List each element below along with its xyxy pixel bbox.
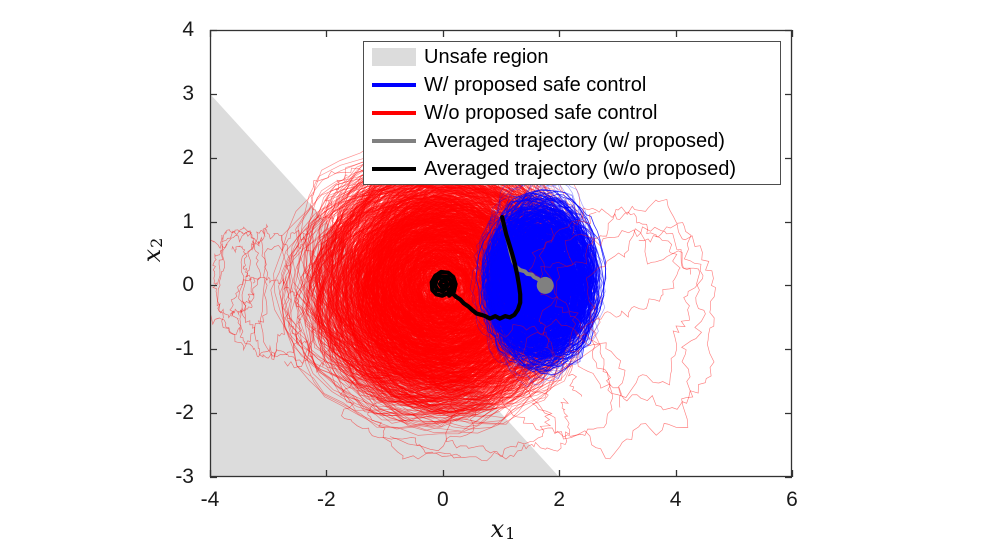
- unsafe-region-swatch-icon: [372, 48, 416, 66]
- legend-label: Unsafe region: [424, 45, 549, 68]
- y-tick-label: 2: [182, 145, 194, 169]
- legend-item-averaged-trajectory-with-proposed: Averaged trajectory (w/ proposed): [372, 128, 780, 154]
- y-tick-label: 0: [182, 273, 194, 297]
- y-axis-label-subscript: 2: [146, 237, 166, 248]
- y-tick-label: -2: [175, 401, 194, 425]
- legend: Unsafe region W/ proposed safe control W…: [363, 41, 781, 185]
- x-tick-label: -2: [317, 488, 336, 511]
- legend-label: Averaged trajectory (w/ proposed): [424, 129, 725, 152]
- x-tick-label: 6: [786, 488, 798, 511]
- black-line-swatch-icon: [372, 167, 416, 171]
- y-tick-label: 1: [182, 209, 194, 233]
- legend-item-with-proposed-safe-control: W/ proposed safe control: [372, 72, 780, 98]
- y-tick-label: 3: [182, 81, 194, 105]
- x-axis-label-base: x: [490, 515, 505, 543]
- y-tick-label: -3: [175, 465, 194, 488]
- x-tick-label: -4: [200, 488, 220, 511]
- legend-label: W/o proposed safe control: [424, 101, 658, 124]
- blue-line-swatch-icon: [372, 83, 416, 87]
- y-axis-label-base: x: [138, 248, 166, 263]
- legend-label: Averaged trajectory (w/o proposed): [424, 157, 737, 180]
- x-axis-label-subscript: 1: [505, 523, 516, 543]
- x-tick-label: 4: [669, 488, 682, 511]
- x-tick-label: 0: [436, 488, 449, 511]
- legend-item-without-proposed-safe-control: W/o proposed safe control: [372, 100, 780, 126]
- legend-item-averaged-trajectory-without-proposed: Averaged trajectory (w/o proposed): [372, 156, 780, 182]
- red-line-swatch-icon: [372, 111, 416, 115]
- y-tick-label: 4: [182, 18, 194, 41]
- gray-line-swatch-icon: [372, 139, 416, 143]
- legend-label: W/ proposed safe control: [424, 73, 647, 96]
- x-tick-label: 2: [553, 488, 566, 511]
- legend-item-unsafe-region: Unsafe region: [372, 44, 780, 70]
- y-tick-label: -1: [175, 337, 194, 361]
